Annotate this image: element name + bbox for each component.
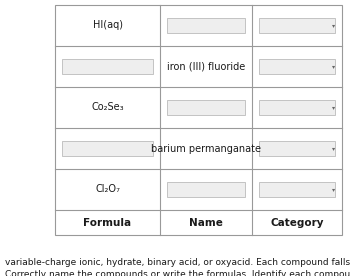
Text: Cl₂O₇: Cl₂O₇ bbox=[95, 184, 120, 195]
Text: iron (III) fluoride: iron (III) fluoride bbox=[167, 62, 245, 71]
Bar bbox=[62, 141, 153, 156]
Text: Name: Name bbox=[189, 217, 223, 227]
Text: Co₂Se₃: Co₂Se₃ bbox=[91, 102, 124, 113]
Text: ▾: ▾ bbox=[332, 187, 336, 192]
Text: ▾: ▾ bbox=[332, 146, 336, 151]
Bar bbox=[167, 100, 245, 115]
Text: ▾: ▾ bbox=[332, 64, 336, 69]
Bar bbox=[167, 18, 245, 33]
Text: barium permanganate: barium permanganate bbox=[151, 144, 261, 153]
Text: Category: Category bbox=[270, 217, 324, 227]
Bar bbox=[259, 182, 335, 197]
Text: variable-charge ionic, hydrate, binary acid, or oxyacid. Each compound falls int: variable-charge ionic, hydrate, binary a… bbox=[5, 258, 350, 267]
Text: ▾: ▾ bbox=[332, 23, 336, 28]
Text: HI(aq): HI(aq) bbox=[92, 20, 122, 31]
Text: ▾: ▾ bbox=[332, 105, 336, 110]
Bar bbox=[167, 182, 245, 197]
Bar bbox=[259, 59, 335, 74]
Text: Correctly name the compounds or write the formulas. Identify each compound as mo: Correctly name the compounds or write th… bbox=[5, 270, 350, 276]
Bar bbox=[55, 5, 342, 235]
Bar bbox=[259, 100, 335, 115]
Bar bbox=[62, 59, 153, 74]
Bar bbox=[259, 141, 335, 156]
Text: Formula: Formula bbox=[83, 217, 132, 227]
Bar bbox=[259, 18, 335, 33]
